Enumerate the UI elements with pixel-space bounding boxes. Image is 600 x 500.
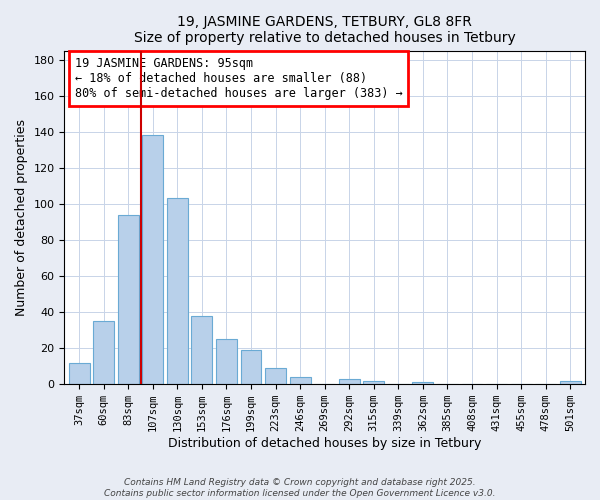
Bar	[69, 362, 89, 384]
Bar	[216, 339, 237, 384]
Bar	[241, 350, 262, 384]
Bar	[191, 316, 212, 384]
Bar	[265, 368, 286, 384]
Bar	[290, 377, 311, 384]
Bar	[560, 380, 581, 384]
Text: Contains HM Land Registry data © Crown copyright and database right 2025.
Contai: Contains HM Land Registry data © Crown c…	[104, 478, 496, 498]
Bar	[364, 380, 384, 384]
Bar	[339, 379, 359, 384]
Bar	[412, 382, 433, 384]
Bar	[93, 321, 114, 384]
X-axis label: Distribution of detached houses by size in Tetbury: Distribution of detached houses by size …	[168, 437, 481, 450]
Y-axis label: Number of detached properties: Number of detached properties	[15, 119, 28, 316]
Bar	[142, 136, 163, 384]
Bar	[118, 214, 139, 384]
Title: 19, JASMINE GARDENS, TETBURY, GL8 8FR
Size of property relative to detached hous: 19, JASMINE GARDENS, TETBURY, GL8 8FR Si…	[134, 15, 515, 45]
Bar	[167, 198, 188, 384]
Text: 19 JASMINE GARDENS: 95sqm
← 18% of detached houses are smaller (88)
80% of semi-: 19 JASMINE GARDENS: 95sqm ← 18% of detac…	[75, 57, 403, 100]
